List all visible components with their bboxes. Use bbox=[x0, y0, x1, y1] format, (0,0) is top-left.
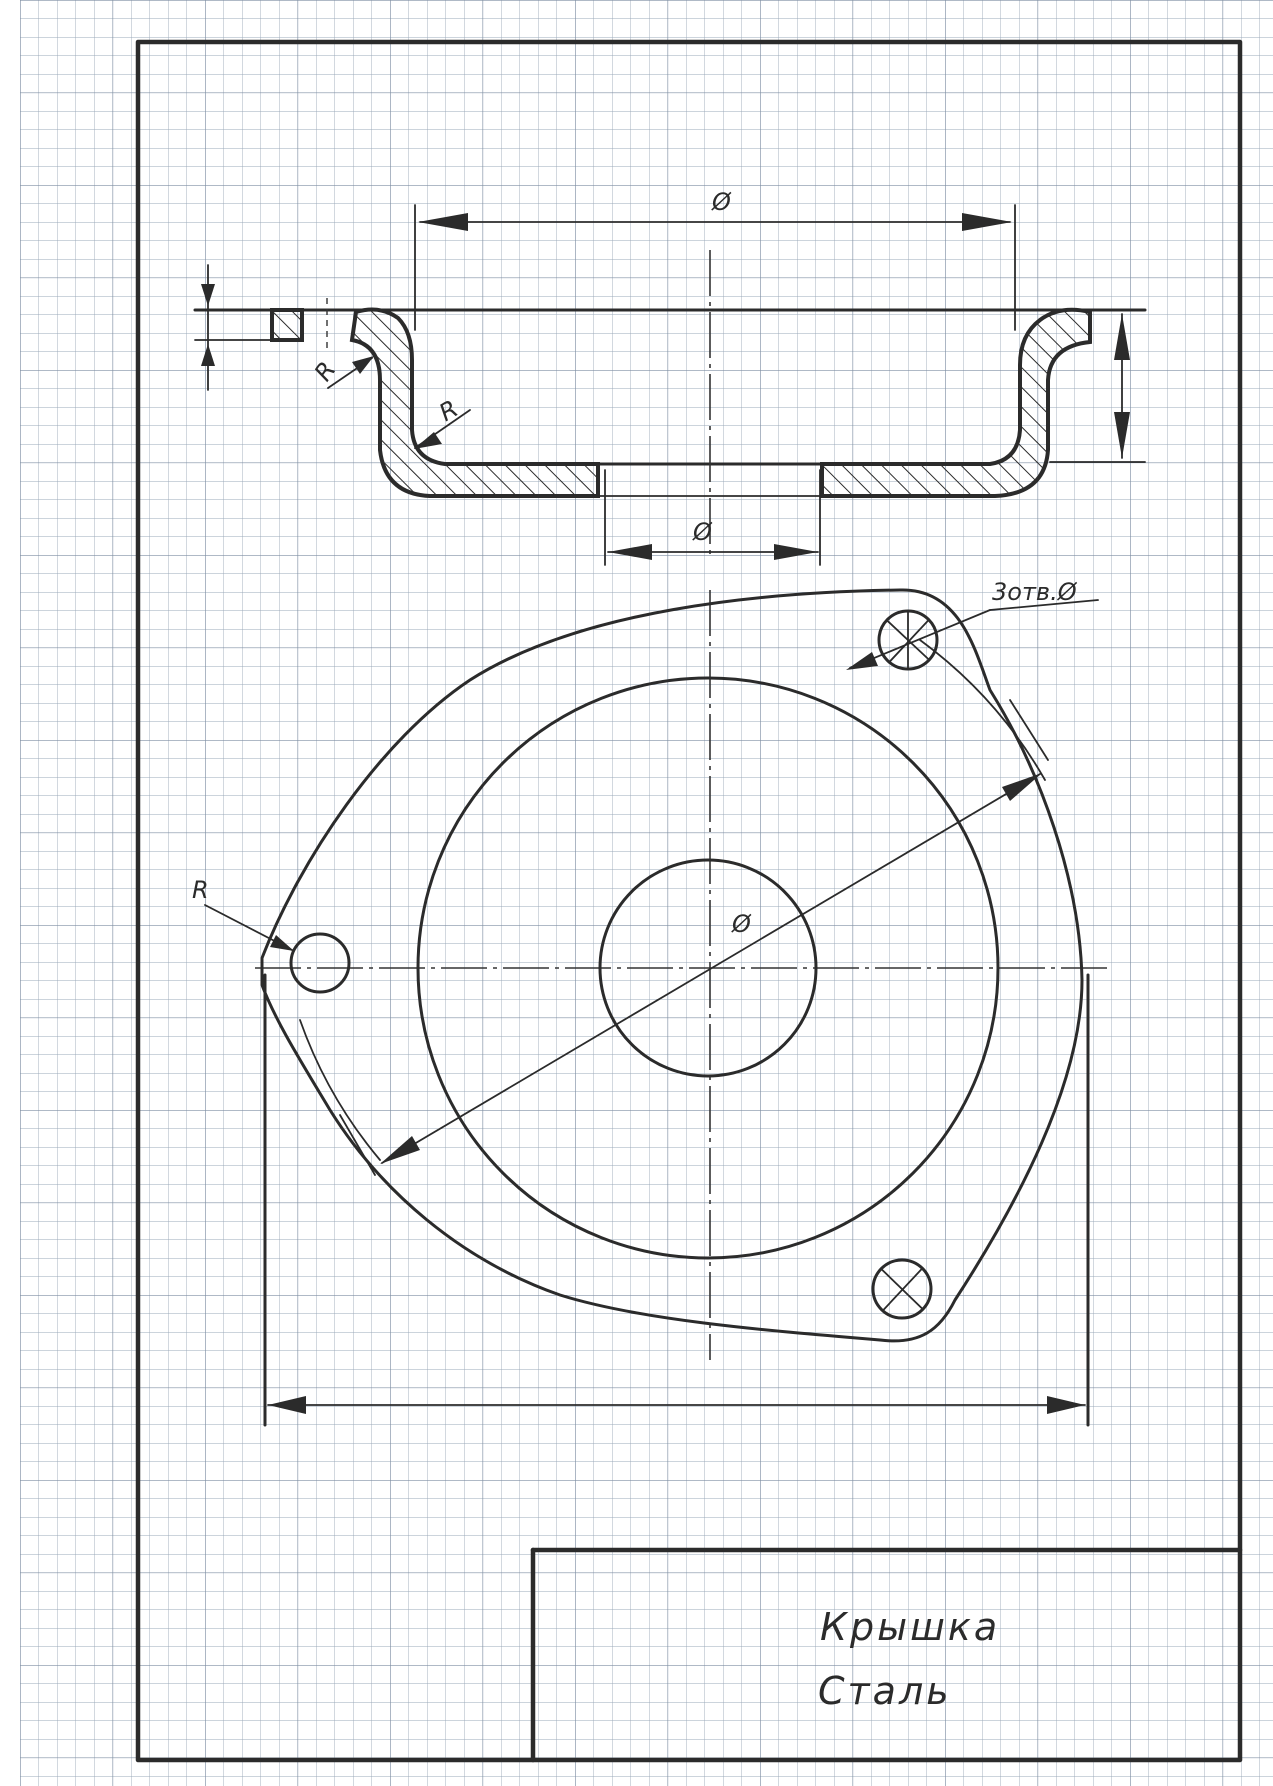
title-block: Крышка Сталь bbox=[530, 1547, 1243, 1763]
graph-paper-major bbox=[20, 0, 1273, 1786]
part-name: Крышка bbox=[820, 1605, 1000, 1649]
section-body-left bbox=[349, 307, 600, 498]
flange-outline bbox=[260, 588, 1084, 1343]
part-material: Сталь bbox=[818, 1669, 952, 1713]
drawing-frame bbox=[135, 39, 1243, 1763]
label-dia-bottom: Ø bbox=[692, 518, 713, 546]
label-radius-lug: R bbox=[192, 876, 209, 904]
pocket-circle bbox=[416, 676, 1000, 1260]
bolt-hole-left bbox=[289, 932, 351, 994]
label-dia-top: Ø bbox=[711, 188, 732, 216]
label-dia-main: Ø bbox=[731, 910, 752, 938]
label-holes: 3отв.Ø bbox=[992, 578, 1078, 606]
plan-view: Ø R 3отв.Ø bbox=[192, 578, 1110, 1427]
section-view: Ø Ø R R bbox=[193, 188, 1147, 566]
section-body-right bbox=[820, 307, 1092, 498]
center-hole bbox=[598, 858, 818, 1078]
bolt-hole-bottom bbox=[871, 1258, 933, 1320]
section-flange-left bbox=[270, 308, 304, 342]
